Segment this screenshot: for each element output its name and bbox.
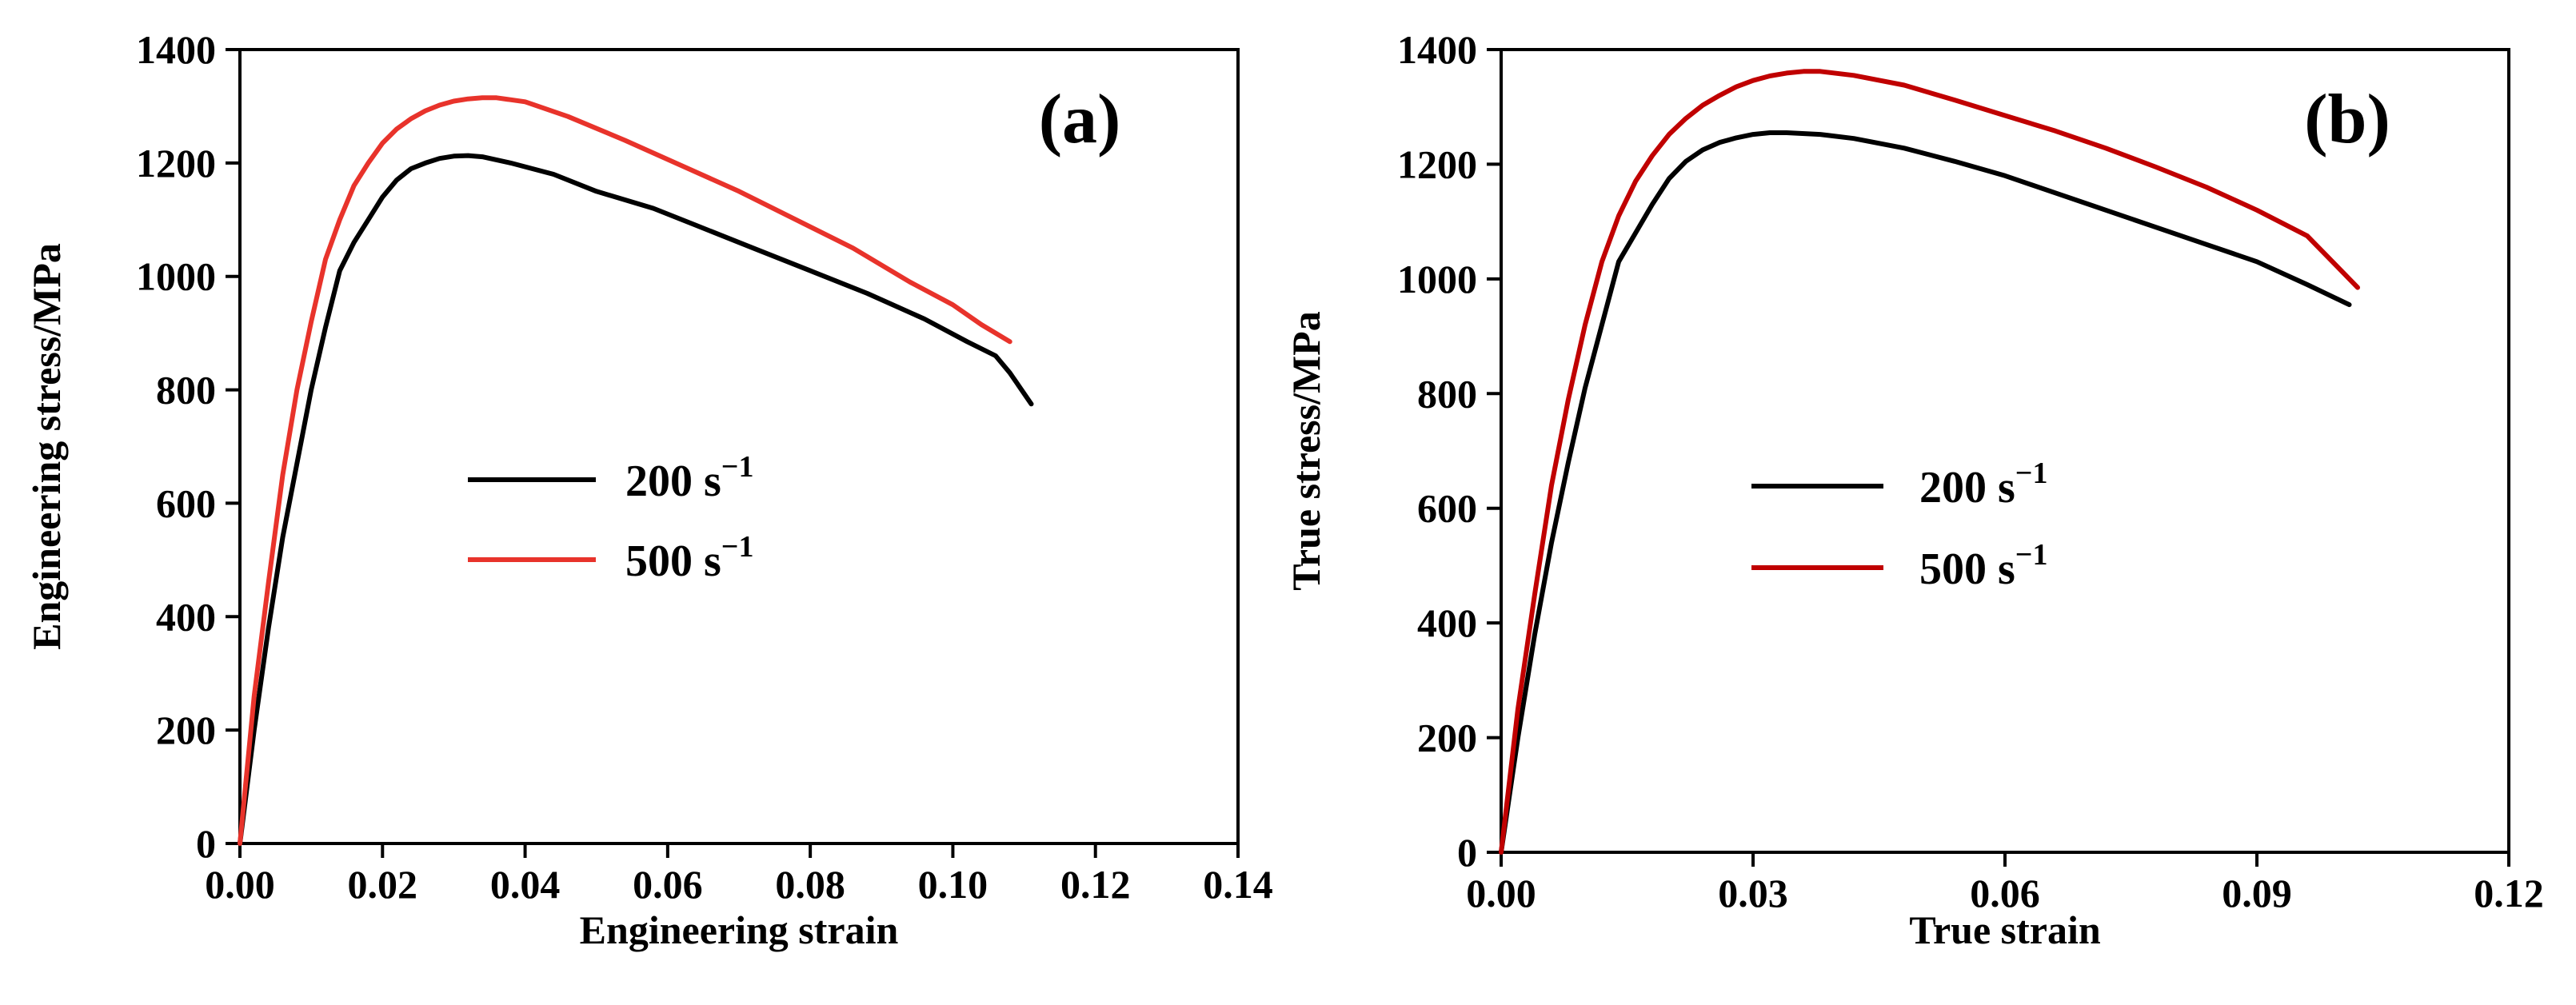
y-tick-label: 1000 [136,254,216,299]
series-line-200s-1 [238,153,1034,846]
x-tick-label: 0.14 [1203,862,1273,907]
panel-label: (a) [1039,81,1121,158]
x-tick-label: 0.08 [775,862,845,907]
x-tick-label: 0.02 [348,862,418,907]
y-tick-label: 600 [1417,486,1477,531]
x-tick-label: 0.12 [2474,871,2544,915]
y-tick-label: 400 [156,594,216,639]
y-tick-label: 1400 [136,27,216,72]
y-tick-label: 1200 [1397,142,1477,186]
y-tick-label: 400 [1417,600,1477,645]
x-tick-label: 0.00 [1466,871,1536,915]
y-tick-label: 1000 [1397,257,1477,301]
x-tick-label: 0.12 [1060,862,1131,907]
series-line-500s-2 [1499,69,2360,855]
y-tick-label: 0 [1457,830,1477,875]
x-tick-label: 0.06 [1970,871,2040,915]
legend: 200 s−1 500 s−1 [1751,457,2047,594]
y-tick-label: 1200 [136,141,216,185]
y-tick-label: 1400 [1397,27,1477,72]
x-axis-title: Engineering strain [580,907,899,952]
plot-frame [1500,48,2510,854]
x-axis-title: True strain [1909,907,2101,952]
x-tick-label: 0.04 [490,862,561,907]
x-tick-label: 0.09 [2222,871,2292,915]
legend: 200 s−1 500 s−1 [468,450,753,586]
y-axis-title: Engineering stress/MPa [24,243,69,650]
y-tick-label: 200 [1417,716,1477,760]
x-tick-label: 0.03 [1718,871,1788,915]
x-tick-label: 0.10 [918,862,988,907]
y-tick-label: 600 [156,481,216,525]
legend-label: 500 s−1 [625,530,753,586]
x-tick-label: 0.00 [205,862,275,907]
series-line-200s-1 [1499,130,2352,855]
legend-label: 200 s−1 [625,450,753,506]
chart-panel-a: 0.00 0.02 0.04 0.06 0.08 0.10 0.12 0.14 0 200 400 6… [24,27,1273,952]
chart-panel-b: 0.00 0.03 0.06 0.09 0.12 0 200 400 600 800 1000 120… [1284,27,2544,952]
x-tick-label: 0.06 [633,862,703,907]
legend-label: 200 s−1 [1919,457,2047,512]
y-axis-title: True stress/MPa [1284,311,1328,590]
y-tick-label: 200 [156,708,216,752]
panel-label: (b) [2304,81,2390,158]
y-tick-label: 800 [1417,371,1477,416]
y-tick-label: 0 [196,821,216,866]
y-tick-label: 800 [156,368,216,413]
series-line-500s-2 [238,95,1012,846]
plot-frame [238,48,1240,845]
legend-label: 500 s−1 [1919,538,2047,594]
